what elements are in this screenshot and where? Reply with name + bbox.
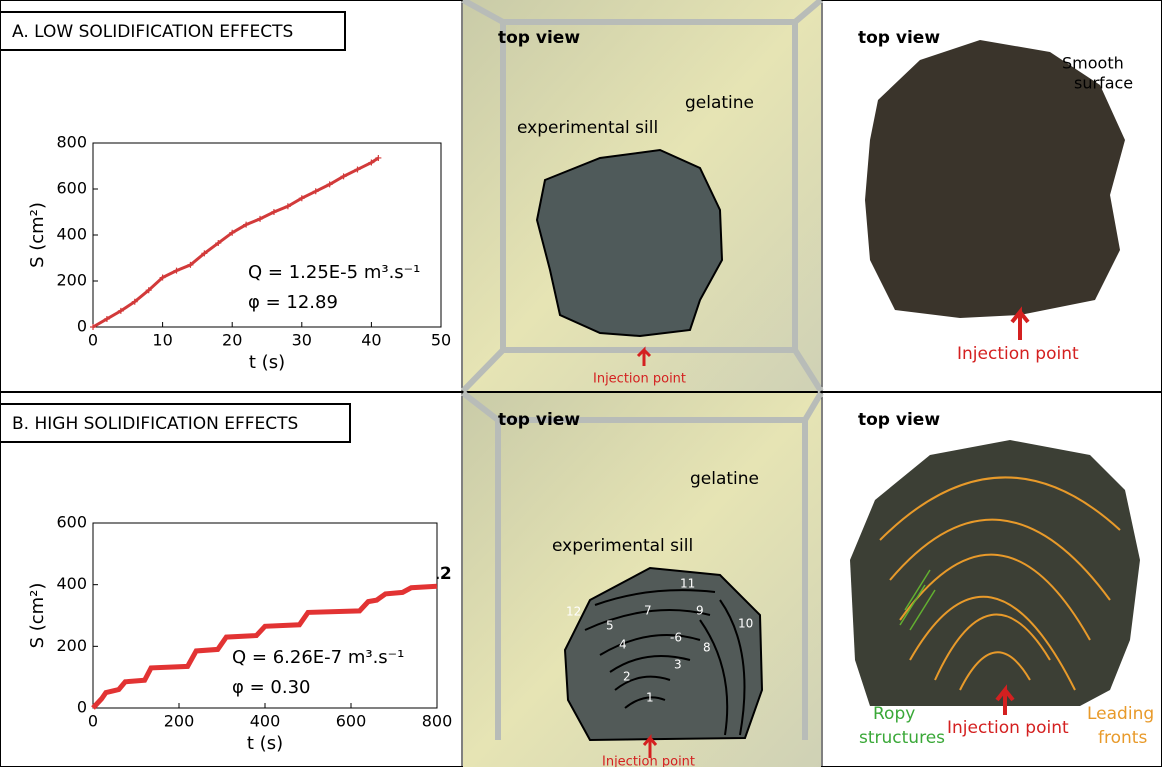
front-number: 12 [566, 605, 581, 619]
view-label: top view [858, 410, 940, 430]
view-label: top view [498, 410, 580, 430]
y-tick-label: 200 [56, 271, 87, 290]
x-tick-label: 600 [336, 712, 367, 731]
sill-photo [850, 440, 1140, 706]
y-tick-label: 600 [56, 513, 87, 532]
front-number: 11 [680, 577, 695, 591]
sill [537, 150, 722, 336]
x-tick-label: 50 [431, 331, 451, 350]
annotation: Q = 6.26E-7 m³.s⁻¹ [232, 647, 404, 668]
y-tick-label: 400 [56, 574, 87, 593]
y-axis-label: S (cm²) [27, 583, 48, 649]
injection-label: Injection point [602, 755, 695, 768]
x-tick-label: 0 [88, 331, 98, 350]
front-number: 10 [738, 617, 753, 631]
front-number: -6 [670, 631, 682, 645]
front-number: 4 [619, 638, 627, 652]
front-number: 1 [646, 691, 654, 705]
medium-label: gelatine [685, 93, 754, 113]
x-axis-label: t (s) [249, 352, 285, 373]
x-tick-label: 400 [250, 712, 281, 731]
injection-label: Injection point [957, 344, 1079, 364]
arrow [1012, 312, 1028, 340]
panel-label: A. LOW SOLIDIFICATION EFFECTS [12, 22, 293, 42]
y-tick-label: 0 [77, 317, 87, 336]
sill-label: experimental sill [517, 118, 658, 138]
sill-label: experimental sill [552, 536, 693, 556]
front-number: 5 [606, 619, 614, 633]
y-tick-label: 600 [56, 179, 87, 198]
x-tick-label: 800 [422, 712, 453, 731]
x-tick-label: 20 [222, 331, 242, 350]
annotation: φ = 0.30 [232, 677, 310, 698]
injection-label: Injection point [593, 372, 686, 387]
y-tick-label: 400 [56, 225, 87, 244]
front-number: 8 [703, 641, 711, 655]
front-number: 2 [623, 670, 631, 684]
surface-label: Smooth [1062, 54, 1124, 73]
view-label: top view [498, 28, 580, 48]
front-number: 9 [696, 604, 704, 618]
annotation: φ = 12.89 [248, 292, 338, 313]
x-tick-label: 0 [88, 712, 98, 731]
view-label: top view [858, 28, 940, 48]
figure: A. LOW SOLIDIFICATION EFFECTS B. HIGH SO… [0, 0, 1162, 767]
front-number: 7 [644, 604, 652, 618]
medium-label: gelatine [690, 469, 759, 489]
annotation: Q = 1.25E-5 m³.s⁻¹ [248, 262, 420, 283]
injection-label: Injection point [947, 718, 1069, 738]
y-tick-label: 800 [56, 133, 87, 152]
surface-label: surface [1074, 74, 1133, 93]
x-tick-label: 40 [361, 331, 381, 350]
y-tick-label: 0 [77, 698, 87, 717]
x-axis-label: t (s) [247, 733, 283, 754]
ropy-label: structures [859, 728, 945, 748]
x-tick-label: 10 [152, 331, 172, 350]
fronts-label: Leading [1087, 704, 1154, 724]
y-axis-label: S (cm²) [27, 202, 48, 268]
front-number: 3 [674, 658, 682, 672]
ropy-label: Ropy [873, 704, 915, 724]
fronts-label: fronts [1098, 728, 1147, 748]
x-tick-label: 30 [292, 331, 312, 350]
panel-label: B. HIGH SOLIDIFICATION EFFECTS [12, 414, 298, 434]
y-tick-label: 200 [56, 636, 87, 655]
x-tick-label: 200 [164, 712, 195, 731]
